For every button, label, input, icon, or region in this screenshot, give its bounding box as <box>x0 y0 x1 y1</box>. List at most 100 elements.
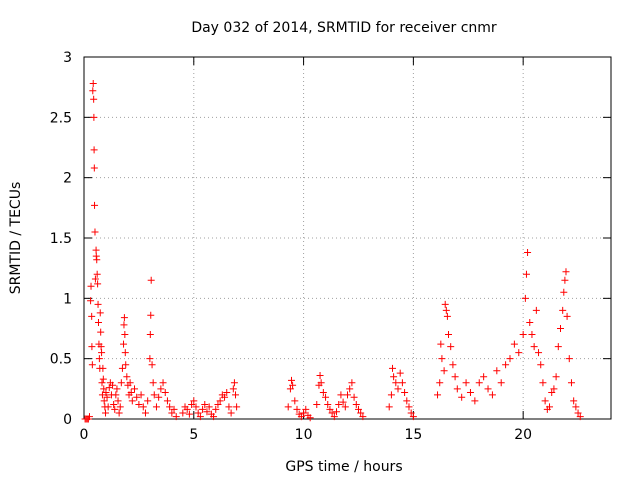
data-point <box>102 409 110 417</box>
data-point <box>196 413 204 421</box>
data-point <box>126 379 134 387</box>
data-point <box>194 409 202 417</box>
data-point <box>87 282 95 290</box>
data-point <box>510 340 518 348</box>
x-tick-label: 5 <box>189 427 198 443</box>
data-point <box>90 146 98 154</box>
data-point <box>100 385 108 393</box>
data-point <box>100 397 108 405</box>
data-point <box>179 409 187 417</box>
data-point <box>95 355 103 363</box>
data-point <box>205 403 213 411</box>
data-point <box>390 373 398 381</box>
data-point <box>109 381 117 389</box>
data-point <box>103 393 111 401</box>
data-point <box>114 397 122 405</box>
data-point <box>102 388 110 396</box>
x-axis-label: GPS time / hours <box>285 459 402 475</box>
data-point <box>116 403 124 411</box>
data-point <box>322 393 330 401</box>
data-point <box>139 403 147 411</box>
data-point <box>163 397 171 405</box>
data-point <box>438 355 446 363</box>
data-point <box>328 409 336 417</box>
data-point <box>526 318 534 326</box>
data-point <box>188 401 196 409</box>
data-point <box>137 391 145 399</box>
data-point <box>94 318 102 326</box>
data-point <box>394 385 402 393</box>
data-point <box>541 397 549 405</box>
data-point <box>91 201 99 209</box>
data-point <box>442 306 450 314</box>
data-point <box>565 355 573 363</box>
data-point <box>480 373 488 381</box>
data-point <box>199 405 207 413</box>
data-point <box>166 403 174 411</box>
x-tick-label: 10 <box>295 427 313 443</box>
data-point <box>289 381 297 389</box>
data-point <box>346 385 354 393</box>
y-tick-label: 0.5 <box>50 352 72 368</box>
data-point <box>449 361 457 369</box>
data-point <box>201 401 209 409</box>
data-point <box>141 409 149 417</box>
data-point <box>550 385 558 393</box>
data-point <box>150 391 158 399</box>
data-point <box>122 361 130 369</box>
data-point <box>288 376 296 384</box>
data-point <box>471 397 479 405</box>
data-point <box>112 391 120 399</box>
data-point <box>110 401 118 409</box>
data-point <box>466 388 474 396</box>
data-point <box>183 405 191 413</box>
data-point <box>493 367 501 375</box>
data-point <box>519 331 527 339</box>
data-point <box>225 403 233 411</box>
data-point <box>94 300 102 308</box>
data-point <box>115 409 123 417</box>
data-point <box>401 388 409 396</box>
data-point <box>398 379 406 387</box>
data-point <box>506 355 514 363</box>
data-point <box>113 385 121 393</box>
data-point <box>354 405 362 413</box>
data-point <box>532 306 540 314</box>
data-point <box>223 388 231 396</box>
y-tick-label: 0 <box>63 412 72 428</box>
data-point <box>118 364 126 372</box>
data-point <box>284 403 292 411</box>
data-point <box>117 379 125 387</box>
data-point <box>149 379 157 387</box>
data-point <box>316 372 324 380</box>
data-point <box>559 306 567 314</box>
data-point <box>172 413 180 421</box>
data-point <box>389 364 397 372</box>
data-point <box>335 401 343 409</box>
data-point <box>94 280 102 288</box>
data-point <box>306 414 314 422</box>
data-point <box>521 294 529 302</box>
y-tick-label: 2.5 <box>50 110 72 126</box>
data-point <box>554 343 562 351</box>
data-point <box>88 343 96 351</box>
data-point <box>92 246 100 254</box>
y-tick-label: 2 <box>63 171 72 187</box>
x-tick-label: 20 <box>514 427 532 443</box>
data-point <box>89 80 97 88</box>
data-point <box>403 397 411 405</box>
data-point <box>111 405 119 413</box>
data-point <box>147 276 155 284</box>
data-point <box>515 349 523 357</box>
data-point <box>528 331 536 339</box>
data-point <box>348 379 356 387</box>
data-point <box>120 321 128 329</box>
x-tick-label: 0 <box>80 427 89 443</box>
data-point <box>93 256 101 264</box>
data-point <box>570 397 578 405</box>
data-point <box>297 413 305 421</box>
y-tick-label: 3 <box>63 50 72 66</box>
data-point <box>462 379 470 387</box>
data-point <box>90 95 98 103</box>
